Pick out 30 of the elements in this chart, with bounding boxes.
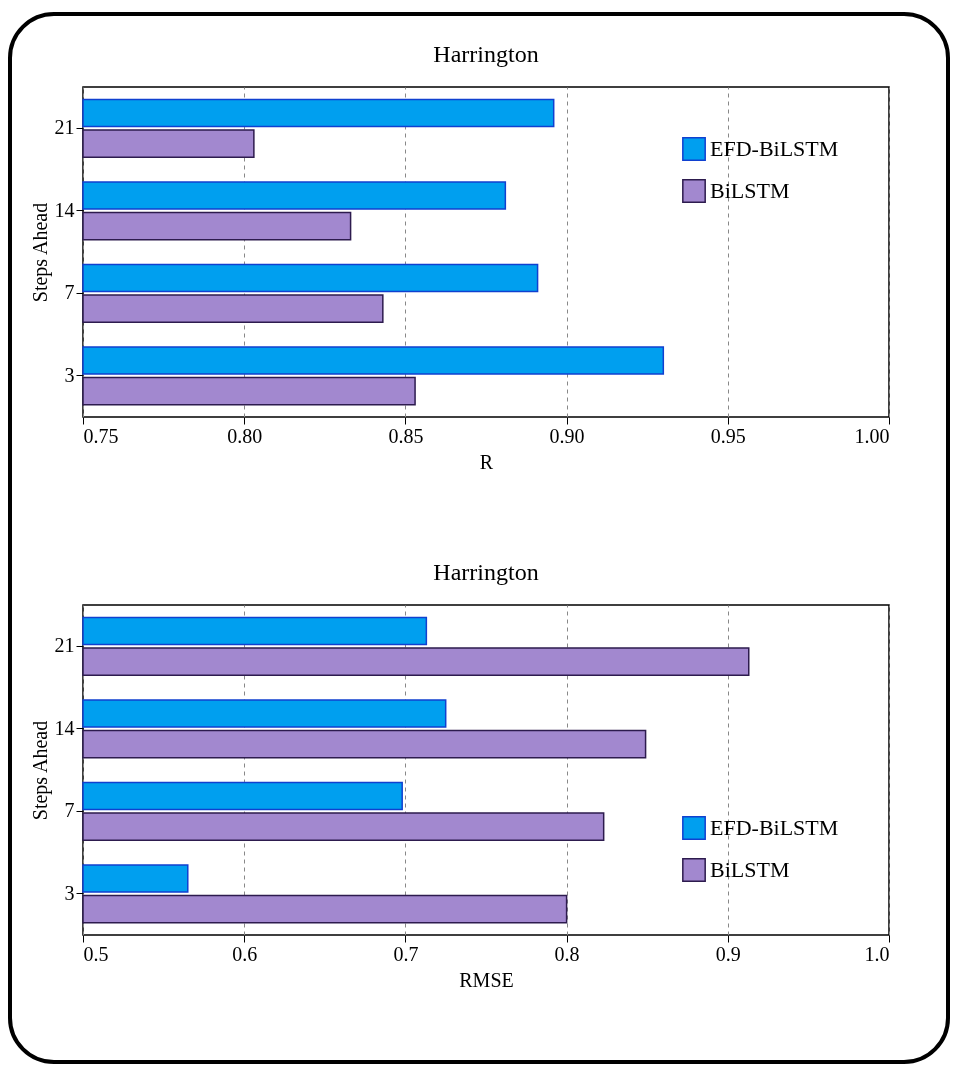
y-tick-label: 14 — [54, 198, 75, 221]
x-tick-label: 1.00 — [854, 424, 890, 447]
y-tick-label: 3 — [64, 363, 75, 386]
x-tick-label: 0.8 — [554, 942, 580, 965]
legend-label: BiLSTM — [710, 857, 790, 882]
x-tick-label: 0.7 — [393, 942, 419, 965]
legend-label: BiLSTM — [710, 178, 790, 203]
y-tick-label: 7 — [64, 799, 75, 822]
x-tick-label: 0.90 — [549, 424, 585, 447]
chart-title: Harrington — [433, 41, 539, 67]
y-axis-title: Steps Ahead — [28, 202, 52, 303]
legend-label: EFD-BiLSTM — [710, 815, 839, 840]
x-tick-label: 0.6 — [232, 942, 258, 965]
x-tick-label: 0.95 — [710, 424, 746, 447]
chart-title: Harrington — [433, 559, 539, 585]
y-tick-label: 21 — [54, 634, 75, 657]
y-axis-title: Steps Ahead — [28, 720, 52, 821]
legend-label: EFD-BiLSTM — [710, 136, 839, 161]
x-tick-label: 1.0 — [864, 942, 890, 965]
x-tick-label: 0.75 — [83, 424, 119, 447]
x-tick-label: 0.5 — [83, 942, 109, 965]
x-tick-label: 0.80 — [227, 424, 263, 447]
y-tick-label: 14 — [54, 716, 75, 739]
y-tick-label: 7 — [64, 281, 75, 304]
y-tick-label: 3 — [64, 881, 75, 904]
x-axis-title: R — [479, 450, 494, 473]
x-tick-label: 0.85 — [388, 424, 424, 447]
y-tick-label: 21 — [54, 116, 75, 139]
x-axis-title: RMSE — [459, 968, 514, 991]
x-tick-label: 0.9 — [715, 942, 741, 965]
